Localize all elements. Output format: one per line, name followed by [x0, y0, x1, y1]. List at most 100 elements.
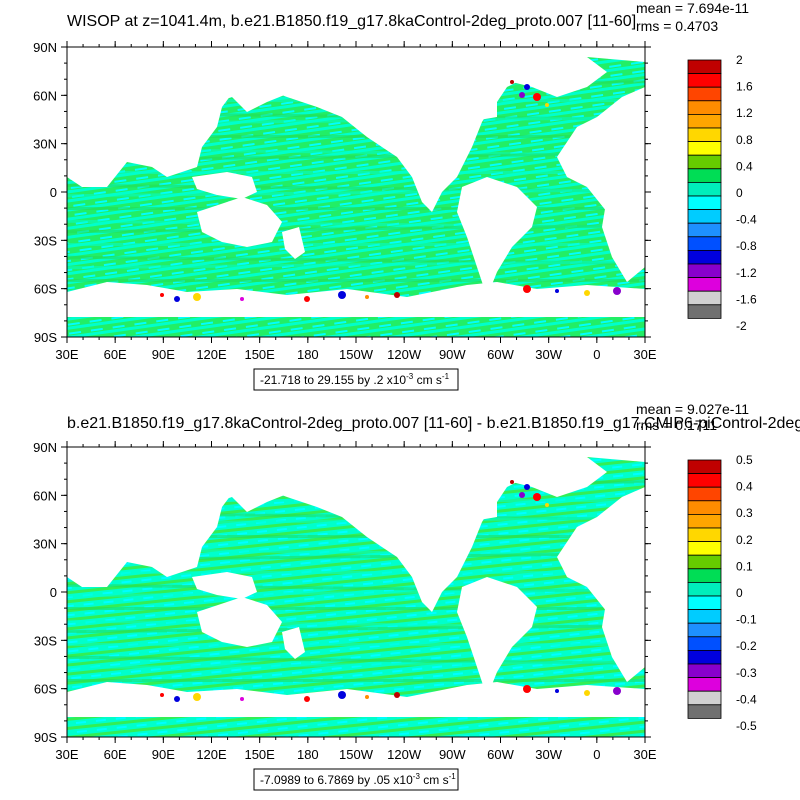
- colorbar-swatch: [687, 222, 722, 238]
- lon-label: 120E: [196, 347, 227, 362]
- hotspot: [555, 689, 559, 693]
- colorbar-swatch: [687, 527, 722, 543]
- colorbar-label: -0.4: [736, 213, 757, 227]
- lon-label: 30W: [535, 347, 562, 362]
- hotspot: [394, 692, 400, 698]
- contour-range-label: -21.718 to 29.155 by .2 x10-3 cm s-1: [253, 368, 459, 391]
- colorbar-swatch: [687, 168, 722, 183]
- map-panel-2: b.e21.B1850.f19_g17.8kaControl-2deg_prot…: [33, 401, 800, 791]
- hotspot: [584, 290, 590, 296]
- hotspot: [304, 296, 310, 302]
- colorbar-swatch: [687, 690, 722, 706]
- hotspot: [533, 93, 541, 101]
- colorbar-swatch: [687, 704, 722, 719]
- colorbar-label: 0.1: [736, 559, 753, 573]
- lon-label: 60W: [487, 347, 514, 362]
- colorbar-label: 0.3: [736, 506, 753, 520]
- colorbar-swatch: [687, 100, 722, 115]
- colorbar-label: 0.5: [736, 453, 753, 467]
- colorbar-label: -1.6: [736, 292, 757, 306]
- colorbar-label: 0: [736, 186, 743, 200]
- lat-label: 0: [50, 185, 57, 200]
- hotspot: [510, 480, 514, 484]
- lat-label: 30N: [33, 537, 57, 552]
- hotspot: [545, 503, 549, 507]
- colorbar-swatch: [687, 568, 722, 583]
- lon-label: 90E: [152, 347, 175, 362]
- mean-stat: mean = 9.027e-11: [636, 401, 749, 417]
- lon-label: 90W: [439, 347, 466, 362]
- lon-label: 60W: [487, 747, 514, 762]
- lat-label: 60S: [34, 682, 57, 697]
- lon-label: 60E: [104, 747, 127, 762]
- colorbar-swatch: [687, 636, 722, 651]
- colorbar-label: -2: [736, 319, 747, 333]
- hotspot: [174, 696, 180, 702]
- hotspot: [338, 691, 346, 699]
- lon-label: 30E: [633, 347, 656, 362]
- hotspot: [240, 697, 244, 701]
- hotspot: [523, 685, 531, 693]
- colorbar-swatch: [687, 181, 722, 197]
- hotspot: [394, 292, 400, 298]
- hotspot: [338, 291, 346, 299]
- hotspot: [193, 693, 201, 701]
- lon-label: 150E: [244, 747, 275, 762]
- lon-label: 120W: [387, 747, 422, 762]
- lat-label: 60N: [33, 88, 57, 103]
- panel-title: WISOP at z=1041.4m, b.e21.B1850.f19_g17.…: [67, 13, 636, 30]
- lat-label: 30S: [34, 633, 57, 648]
- lat-label: 0: [50, 585, 57, 600]
- colorbar-swatch: [687, 486, 722, 502]
- colorbar-label: -0.8: [736, 239, 757, 253]
- colorbar-swatch: [687, 609, 722, 624]
- hotspot: [304, 696, 310, 702]
- colorbar-swatch: [687, 154, 722, 170]
- map-panel-1: WISOP at z=1041.4m, b.e21.B1850.f19_g17.…: [33, 0, 757, 391]
- colorbar-swatch: [687, 209, 722, 224]
- hotspot: [555, 289, 559, 293]
- hotspot: [613, 287, 621, 295]
- colorbar: 0.5 0.4 0.3 0.2 0.1 0 -0.1 -0.2 -0.3 -0.4 -0.5: [687, 453, 757, 733]
- colorbar-swatch: [687, 277, 722, 292]
- lat-label: 60S: [34, 282, 57, 297]
- hotspot: [524, 84, 530, 90]
- lat-label: 30N: [33, 137, 57, 152]
- colorbar-label: -0.2: [736, 639, 757, 653]
- hotspot: [365, 295, 369, 299]
- lon-label: 90W: [439, 747, 466, 762]
- colorbar-swatch: [687, 595, 722, 611]
- colorbar-label: -0.1: [736, 613, 757, 627]
- colorbar-label: 0.8: [736, 133, 753, 147]
- colorbar-swatch: [687, 249, 722, 265]
- lon-label: 120E: [196, 747, 227, 762]
- colorbar-label: 0.4: [736, 159, 753, 173]
- contour-range-label: -7.0989 to 6.7869 by .05 x10-3 cm s-1: [253, 768, 459, 791]
- lon-label: 150E: [244, 347, 275, 362]
- lon-label: 30E: [55, 347, 78, 362]
- colorbar: 2 1.6 1.2 0.8 0.4 0 -0.4 -0.8 -1.2 -1.6 -2: [687, 53, 757, 333]
- svg-text:-21.718 to 29.155 by .2 x10-3: -21.718 to 29.155 by .2 x10-3 cm s-1: [260, 372, 450, 387]
- lon-label: 30E: [633, 747, 656, 762]
- lat-label: 90N: [33, 40, 57, 55]
- colorbar-swatch: [687, 236, 722, 251]
- lon-label: 0: [593, 347, 600, 362]
- colorbar-label: 2: [736, 53, 743, 67]
- colorbar-swatch: [687, 663, 722, 679]
- hotspot: [510, 80, 514, 84]
- lon-label: 180: [297, 747, 319, 762]
- hotspot: [524, 484, 530, 490]
- lon-label: 30E: [55, 747, 78, 762]
- colorbar-swatch: [687, 677, 722, 692]
- mean-stat: mean = 7.694e-11: [636, 0, 749, 16]
- lat-label: 90S: [34, 330, 57, 345]
- colorbar-swatch: [687, 554, 722, 570]
- colorbar-swatch: [687, 141, 722, 156]
- hotspot: [193, 293, 201, 301]
- hotspot: [519, 92, 525, 98]
- lon-label: 150W: [339, 747, 374, 762]
- colorbar-swatch: [687, 86, 722, 102]
- hotspot: [545, 103, 549, 107]
- hotspot: [584, 690, 590, 696]
- colorbar-label: -0.4: [736, 692, 757, 706]
